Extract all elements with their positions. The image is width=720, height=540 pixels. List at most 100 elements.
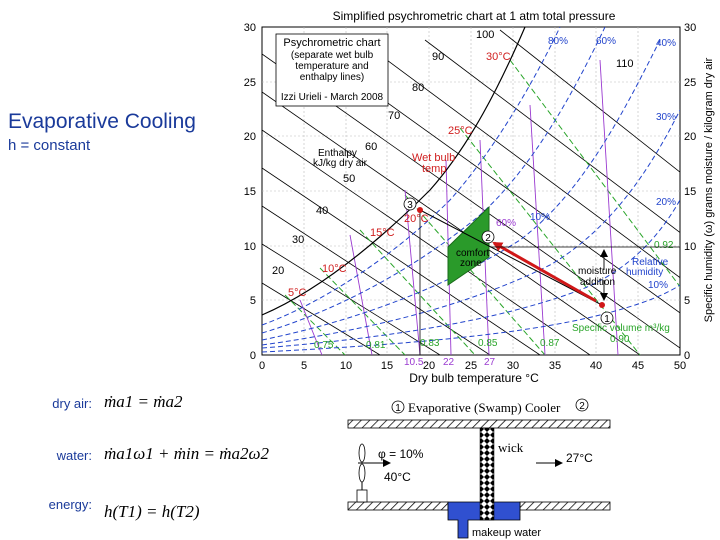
svg-text:20: 20 [272,265,284,277]
svg-text:30: 30 [292,234,304,246]
svg-text:45: 45 [632,360,644,372]
svg-text:20: 20 [684,131,696,143]
makeup-water-label: makeup water [472,527,541,539]
svg-text:10.5: 10.5 [404,357,424,368]
rh-value-labels: 80% 60% 40% 30% 20% 10% 10% [530,36,676,291]
svg-text:0.92: 0.92 [654,240,674,251]
svg-text:15°C: 15°C [370,227,395,239]
eq-dry-air-label: dry air: [52,396,92,411]
svg-text:40: 40 [316,205,328,217]
svg-text:10%: 10% [530,212,550,223]
svg-text:0: 0 [250,350,256,362]
swamp-cooler-diagram: 1 Evaporative (Swamp) Cooler 2 wick φ = … [347,398,611,539]
svg-text:0: 0 [259,360,265,372]
eq-water: ṁa1ω1 + ṁin = ṁa2ω2 [104,444,270,463]
eq-energy: h(T1) = h(T2) [104,502,200,521]
legend-text: Psychrometric chart (separate wet bulb t… [281,37,384,103]
rh-label-2: humidity [626,267,663,278]
rh-curves [262,27,680,353]
slide-title: Evaporative Cooling [8,110,196,133]
svg-text:10: 10 [340,360,352,372]
y-axis-label: Specific humidity (ω) grams moisture / k… [703,57,715,322]
cooler-title: Evaporative (Swamp) Cooler [408,400,561,415]
x-tick-labels: 0 5 10 15 20 25 30 35 40 45 50 [259,360,686,372]
cooler-point-2: 2 [579,401,585,412]
svg-text:80%: 80% [548,36,568,47]
svg-text:20°C: 20°C [404,213,429,225]
svg-text:0: 0 [684,350,690,362]
svg-text:0.90: 0.90 [610,334,630,345]
wetbulb-label-1: Wet bulb [412,152,455,164]
svg-text:5: 5 [684,295,690,307]
svg-text:70: 70 [388,110,400,122]
rh-label-1: Relative [632,257,669,268]
point-1-label: 1 [604,314,610,325]
temp-in: 40°C [384,470,411,484]
svg-text:5°C: 5°C [288,287,307,299]
point-2-marker [481,230,495,244]
svg-text:10%: 10% [648,280,668,291]
svg-text:10: 10 [684,241,696,253]
enthalpy-label-1: Enthalpy [318,148,357,159]
svg-text:30: 30 [244,22,256,34]
process-line-1-3 [419,209,603,306]
psychrometric-chart: 0 5 10 15 20 25 30 35 40 45 50 0 5 10 15… [244,9,715,385]
wick-label: wick [498,440,524,455]
rh-60-comfort: 60% [496,218,516,229]
comfort-label-2: zone [460,258,482,269]
svg-text:20: 20 [423,360,435,372]
wetbulb-label-2: temp [422,163,446,175]
svg-text:30: 30 [507,360,519,372]
svg-text:30: 30 [684,22,696,34]
wetbulb-value-labels: 5°C 10°C 15°C 20°C 25°C 30°C [288,51,511,299]
duct-bottom-wall-right [519,501,611,511]
svg-text:27: 27 [484,357,496,368]
comfort-label-1: comfort [456,248,490,259]
duct-bottom-wall-left [347,501,449,511]
svg-text:30%: 30% [656,112,676,123]
svg-text:enthalpy lines): enthalpy lines) [300,72,364,83]
svg-text:25: 25 [465,360,477,372]
svg-text:100: 100 [476,29,494,41]
svg-text:20: 20 [244,131,256,143]
svg-text:25: 25 [244,77,256,89]
svg-text:0.81: 0.81 [366,340,386,351]
svg-text:40: 40 [590,360,602,372]
process-arrow [492,241,597,303]
moisture-label-1: moisture [578,266,617,277]
svg-text:110: 110 [616,58,634,70]
sv-label: Specific volume m³/kg [572,323,670,334]
duct-top-wall [347,419,611,429]
enthalpy-label-2: kJ/kg dry air [313,158,368,169]
svg-text:80: 80 [412,82,424,94]
legend-box [275,33,389,107]
svg-text:0.75: 0.75 [314,340,334,351]
cooler-point-1-marker [391,400,405,414]
svg-text:10°C: 10°C [322,263,347,275]
enthalpy-value-labels: 20 30 40 50 60 70 80 90 100 110 [272,29,634,277]
svg-text:Izzi Urieli - March 2008: Izzi Urieli - March 2008 [281,92,384,103]
svg-text:50: 50 [343,173,355,185]
svg-text:(separate wet bulb: (separate wet bulb [291,50,374,61]
point-3-dot [417,207,423,213]
svg-text:90: 90 [432,51,444,63]
svg-text:50: 50 [674,360,686,372]
svg-text:Psychrometric chart: Psychrometric chart [283,37,380,49]
svg-text:5: 5 [250,295,256,307]
temp-out: 27°C [566,451,593,465]
comfort-zone [447,205,490,286]
cooler-point-1: 1 [395,403,401,414]
point-3-label: 3 [407,200,413,211]
eq-dry-air: ṁa1 = ṁa2 [104,392,183,411]
svg-text:15: 15 [684,186,696,198]
svg-text:0.83: 0.83 [420,338,440,349]
sv-value-labels: 0.75 0.81 0.83 0.85 0.87 0.90 0.92 [314,240,674,351]
phi-text: φ = 10% [378,447,424,461]
fan-icon [356,443,370,503]
svg-text:15: 15 [381,360,393,372]
x-axis-label: Dry bulb temperature °C [409,371,539,385]
moisture-label-2: addition [580,277,615,288]
svg-text:10: 10 [244,241,256,253]
svg-text:20%: 20% [656,197,676,208]
point-1-dot [599,302,605,308]
